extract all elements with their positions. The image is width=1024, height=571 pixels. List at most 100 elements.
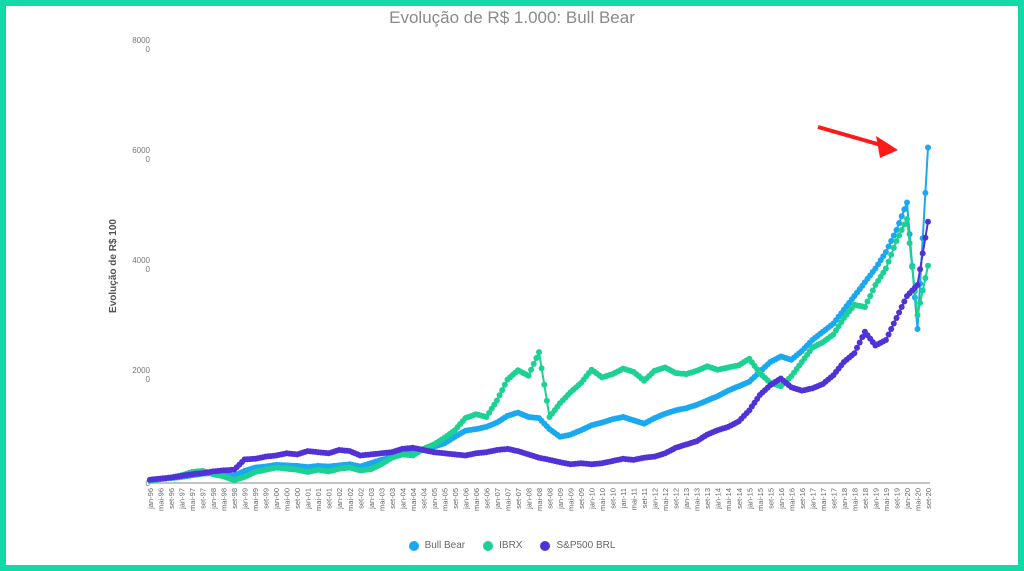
data-point[interactable]: [536, 349, 542, 356]
x-tick-label: set-11: [640, 488, 649, 508]
data-point[interactable]: [541, 381, 548, 388]
data-point[interactable]: [888, 251, 895, 258]
y-tick-label: 6000: [132, 146, 150, 155]
data-point[interactable]: [914, 326, 921, 332]
x-tick-label: jan-11: [619, 488, 628, 509]
data-point[interactable]: [888, 238, 895, 244]
data-point[interactable]: [906, 240, 913, 247]
data-point[interactable]: [538, 365, 545, 372]
x-tick-label: mai-04: [409, 488, 418, 511]
data-point[interactable]: [528, 366, 535, 373]
data-point[interactable]: [885, 258, 892, 265]
data-point[interactable]: [890, 232, 897, 239]
x-tick-label: mai-06: [472, 488, 481, 511]
x-tick-label: set-13: [703, 488, 712, 509]
data-point[interactable]: [501, 381, 508, 388]
legend-item-sp500-brl[interactable]: S&P500 BRL: [540, 540, 615, 551]
data-point[interactable]: [499, 387, 506, 394]
data-point[interactable]: [885, 243, 892, 250]
data-point[interactable]: [496, 392, 503, 399]
data-point[interactable]: [890, 320, 897, 327]
legend-label: S&P500 BRL: [556, 540, 616, 551]
x-tick-label: mai-18: [850, 488, 859, 511]
data-point[interactable]: [859, 334, 866, 341]
data-point[interactable]: [925, 218, 931, 225]
x-tick-label: mai-14: [724, 488, 733, 511]
data-point[interactable]: [925, 262, 931, 269]
x-tick-label: mai-19: [882, 488, 891, 511]
data-point[interactable]: [914, 282, 921, 288]
data-point[interactable]: [525, 372, 532, 379]
data-point[interactable]: [861, 304, 868, 310]
data-point[interactable]: [493, 397, 500, 404]
data-point[interactable]: [851, 350, 858, 357]
x-tick-label: set-07: [514, 488, 523, 509]
x-tick-label: mai-98: [220, 488, 229, 511]
data-point[interactable]: [904, 199, 910, 206]
y-tick-label: 2000: [132, 366, 150, 375]
data-point[interactable]: [533, 355, 540, 361]
data-point[interactable]: [917, 266, 924, 273]
x-tick-label: mai-15: [756, 488, 765, 511]
data-point[interactable]: [888, 326, 895, 332]
x-tick-label: set-02: [356, 488, 365, 509]
data-point[interactable]: [867, 293, 874, 299]
data-point[interactable]: [919, 250, 926, 257]
data-point[interactable]: [898, 213, 905, 220]
data-point[interactable]: [914, 312, 921, 319]
legend-item-bull-bear[interactable]: Bull Bear: [408, 540, 465, 551]
x-tick-label: mai-20: [913, 488, 922, 511]
data-point[interactable]: [925, 144, 931, 151]
data-point[interactable]: [901, 221, 908, 228]
data-point[interactable]: [922, 275, 929, 282]
data-point[interactable]: [919, 287, 926, 294]
x-tick-label: jan-00: [272, 488, 281, 510]
data-point[interactable]: [896, 220, 903, 227]
x-tick-label: mai-97: [188, 488, 197, 511]
data-point[interactable]: [917, 299, 924, 306]
series-bull-bear[interactable]: [147, 144, 931, 484]
x-tick-label: jan-20: [903, 488, 912, 510]
x-tick-label: jan-06: [461, 488, 470, 510]
data-point[interactable]: [864, 298, 871, 305]
x-tick-label: jan-05: [430, 488, 439, 510]
data-point[interactable]: [882, 249, 889, 255]
data-point[interactable]: [882, 337, 889, 343]
x-tick-label: jan-12: [651, 488, 660, 510]
data-point[interactable]: [898, 304, 905, 310]
data-point[interactable]: [922, 234, 929, 241]
data-point[interactable]: [904, 216, 910, 222]
x-tick-label: set-97: [199, 488, 208, 509]
data-point[interactable]: [869, 287, 876, 294]
data-point[interactable]: [882, 265, 889, 272]
data-point[interactable]: [901, 298, 908, 305]
series-s-p500-brl[interactable]: [147, 218, 931, 483]
data-point[interactable]: [893, 315, 900, 321]
y-tick-label: 0: [146, 155, 151, 164]
data-point[interactable]: [898, 227, 905, 233]
data-point[interactable]: [893, 227, 900, 233]
data-point[interactable]: [530, 360, 537, 367]
x-tick-label: set-01: [325, 488, 334, 509]
data-point[interactable]: [922, 189, 929, 196]
data-point[interactable]: [543, 397, 550, 404]
x-tick-label: set-16: [798, 488, 807, 509]
x-tick-label: jan-96: [146, 488, 155, 510]
data-point[interactable]: [896, 309, 903, 316]
x-tick-label: jan-04: [398, 488, 407, 510]
data-point[interactable]: [890, 244, 897, 251]
data-point[interactable]: [893, 238, 900, 244]
data-point[interactable]: [901, 206, 908, 213]
x-tick-label: jan-03: [367, 488, 376, 510]
legend-item-ibrx[interactable]: IBRX: [483, 540, 522, 551]
x-tick-label: jan-02: [335, 488, 344, 510]
x-tick-label: set-20: [924, 488, 933, 509]
data-point[interactable]: [854, 344, 860, 351]
series-ibrx[interactable]: [147, 216, 931, 484]
data-point[interactable]: [896, 232, 903, 239]
data-point[interactable]: [885, 331, 892, 338]
data-point[interactable]: [909, 264, 916, 271]
data-point[interactable]: [856, 339, 863, 346]
y-tick-label: 0: [146, 45, 151, 54]
